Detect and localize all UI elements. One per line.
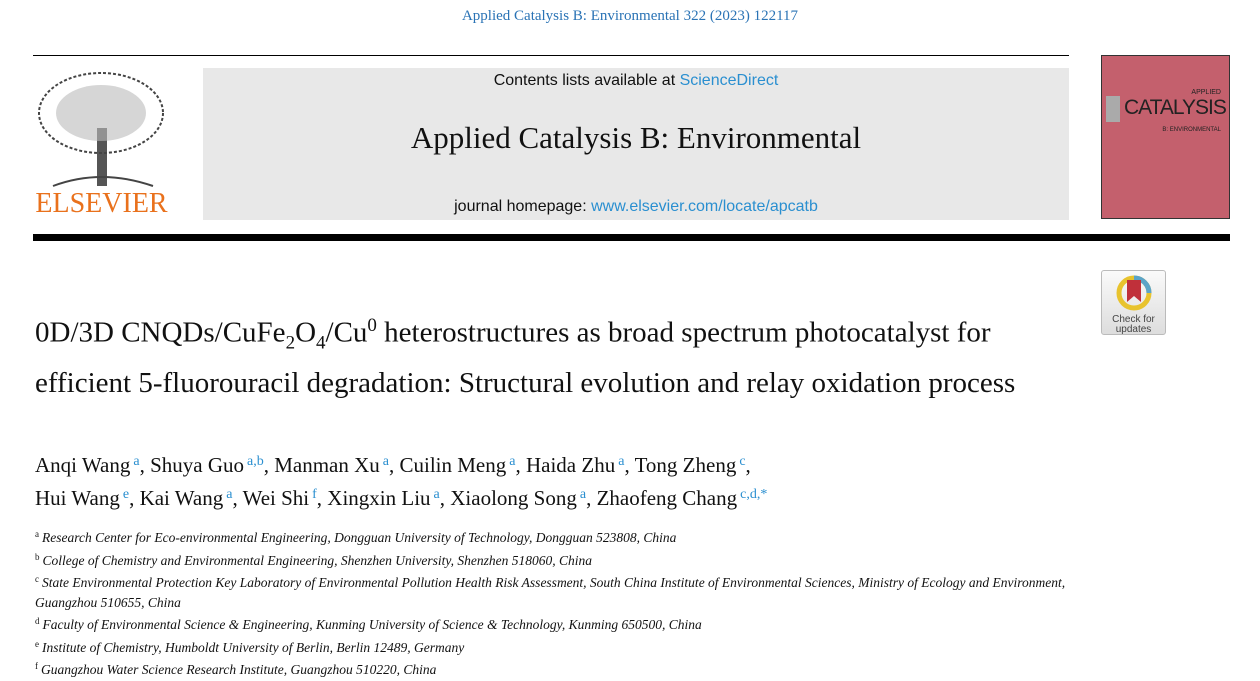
affiliation-key: c [35,574,39,584]
affiliation-text: College of Chemistry and Environmental E… [42,552,593,568]
affiliation: d Faculty of Environmental Science & Engi… [35,612,1075,635]
header-bar [33,234,1230,241]
title-part: /Cu [325,316,368,349]
author-affiliation-marker[interactable]: a [226,487,233,502]
title-part: O [295,316,317,349]
affiliation-text: Research Center for Eco-environmental En… [42,530,677,545]
author-affiliation-marker[interactable]: a [509,454,516,469]
author-name[interactable]: Xiaolong Song [450,486,577,510]
affiliation: e Institute of Chemistry, Humboldt Univer… [35,635,1075,658]
affiliation: a Research Center for Eco-environmental E… [35,525,1075,548]
author-affiliation-marker[interactable]: a [618,454,625,469]
divider [33,55,1069,56]
author-name[interactable]: Wei Shi [242,486,310,510]
author-name[interactable]: Zhaofeng Chang [596,486,738,510]
author-affiliation-marker[interactable]: a,b [246,454,264,469]
bookmark-icon [1116,275,1151,311]
homepage-prefix: journal homepage: [454,198,592,215]
journal-title: Applied Catalysis B: Environmental [410,120,862,155]
title-subscript: 4 [316,332,326,354]
title-subscript: 2 [285,332,296,354]
author-list: Anqi Wang a, Shuya Guo a,b, Manman Xu a, Cu… [35,453,768,510]
cover-subtitle: B: ENVIRONMENTAL [1162,127,1221,133]
affiliation-key: d [35,616,40,626]
author-name[interactable]: Haida Zhu [525,453,616,477]
author-affiliation-marker[interactable]: e [122,487,130,502]
author-name[interactable]: Anqi Wang [35,453,131,477]
check-updates-line1: Check for [1112,314,1155,325]
contents-line: Contents lists available at ScienceDirec… [203,72,1069,90]
affiliation-text: Guangzhou Water Science Research Institu… [41,662,437,677]
title-superscript: 0 [367,315,377,336]
author-name[interactable]: Tong Zheng [634,453,737,477]
affiliation-key: a [35,529,39,539]
author-name[interactable]: Kai Wang [139,486,224,510]
article-title: 0D/3D CNQDs/CuFe2O4/Cu0 heterostructures… [35,306,1075,403]
affiliation-text: Institute of Chemistry, Humboldt Univers… [42,639,465,655]
journal-cover[interactable]: APPLIED CATALYSIS B: ENVIRONMENTAL [1101,55,1230,219]
cover-catalysis: CATALYSIS [1124,96,1227,119]
author-name[interactable]: Xingxin Liu [327,486,431,510]
check-updates-line2: updates [1115,324,1152,335]
journal-citation[interactable]: Applied Catalysis B: Environmental 322 (… [461,8,799,24]
elsevier-logo[interactable]: ELSEVIER [33,68,170,220]
affiliation-text: Faculty of Environmental Science & Engin… [42,617,702,632]
cover-emblem [1106,96,1120,122]
cover-applied: APPLIED [1191,89,1221,96]
affiliation-key: e [35,638,39,649]
tree-icon [38,72,164,187]
author-affiliation-marker[interactable]: a [382,454,389,469]
affiliation-key: f [35,661,38,671]
author-name[interactable]: Hui Wang [35,486,120,510]
author-affiliation-marker[interactable]: f [312,487,317,502]
homepage-line: journal homepage: www.elsevier.com/locat… [203,198,1069,216]
journal-masthead: Contents lists available at ScienceDirec… [203,68,1069,220]
affiliation-key: b [35,551,40,562]
affiliation: b College of Chemistry and Environmental … [35,548,1075,571]
author-affiliation-marker[interactable]: a [433,487,440,502]
sciencedirect-link[interactable]: ScienceDirect [679,72,779,89]
publisher-logo-text: ELSEVIER [35,188,168,219]
author-affiliation-marker[interactable]: c,d,* [740,487,768,502]
title-part: 0D/3D CNQDs/CuFe [35,316,286,349]
author-name[interactable]: Cuilin Meng [399,453,507,477]
contents-prefix: Contents lists available at [493,72,680,89]
affiliation-list: a Research Center for Eco-environmental E… [35,525,1075,680]
author-affiliation-marker[interactable]: c [739,454,746,469]
author-name[interactable]: Manman Xu [274,453,380,477]
homepage-link[interactable]: www.elsevier.com/locate/apcatb [591,198,818,215]
title-part: heterostructures as broad spectrum photo… [35,316,1016,400]
author-name[interactable]: Shuya Guo [150,453,244,477]
affiliation: f Guangzhou Water Science Research Instit… [35,657,1075,680]
affiliation: c State Environmental Protection Key Labo… [35,570,1075,612]
author-affiliation-marker[interactable]: a [133,454,140,469]
check-for-updates-button[interactable]: Check for updates [1101,270,1166,335]
affiliation-text: State Environmental Protection Key Labor… [35,575,1066,610]
author-affiliation-marker[interactable]: a [579,487,587,502]
